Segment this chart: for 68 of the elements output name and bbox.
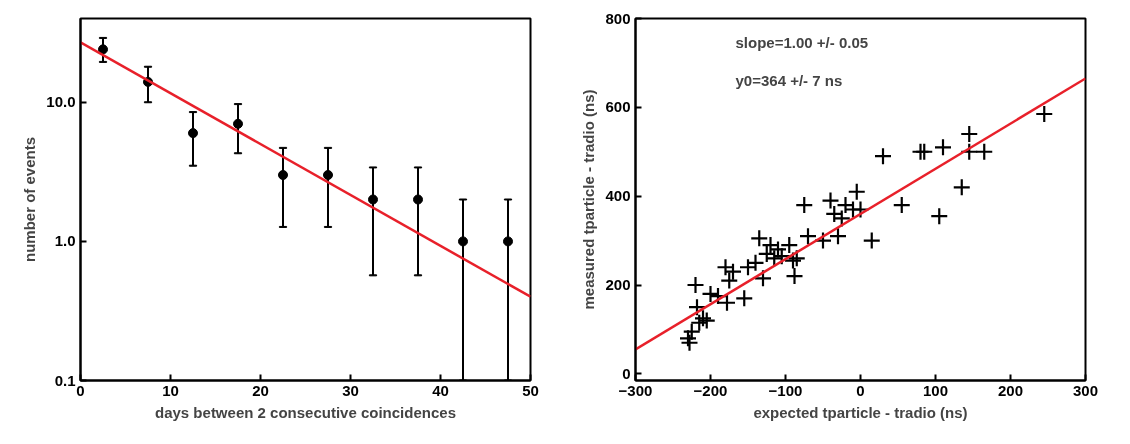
point bbox=[278, 170, 288, 180]
point bbox=[413, 194, 423, 205]
x-tick-label: 30 bbox=[342, 381, 359, 399]
y-tick-label: 600 bbox=[605, 98, 631, 116]
x-tick-label: 10 bbox=[162, 381, 179, 399]
point bbox=[697, 311, 716, 330]
point bbox=[686, 275, 705, 295]
x-axis-title: expected tparticle - tradio (ns) bbox=[753, 403, 968, 421]
annotation: y0=364 +/- 7 ns bbox=[735, 71, 843, 89]
point bbox=[98, 44, 108, 55]
x-tick-label: 200 bbox=[997, 381, 1024, 399]
x-tick-label: 20 bbox=[252, 381, 269, 399]
annotation: slope=1.00 +/- 0.05 bbox=[735, 33, 869, 51]
y-tick-label: 1.0 bbox=[54, 232, 76, 250]
x-tick-label: 300 bbox=[1072, 381, 1099, 399]
point bbox=[368, 194, 378, 205]
point bbox=[785, 267, 804, 286]
point bbox=[915, 142, 934, 161]
x-tick-label: 50 bbox=[522, 381, 539, 399]
y-tick-label: 800 bbox=[605, 9, 631, 27]
y-axis-title: number of events bbox=[21, 136, 39, 263]
x-tick-label: 40 bbox=[432, 381, 449, 399]
y-tick-label: 10.0 bbox=[46, 93, 76, 111]
x-tick-label: −300 bbox=[618, 381, 653, 399]
point bbox=[892, 195, 911, 215]
y-tick-label: 0 bbox=[622, 364, 631, 382]
point bbox=[930, 207, 949, 226]
point bbox=[458, 236, 468, 247]
point bbox=[503, 236, 513, 247]
point bbox=[1035, 104, 1054, 124]
point bbox=[753, 269, 773, 288]
y-tick-label: 0.1 bbox=[54, 371, 76, 389]
point bbox=[680, 333, 699, 352]
point bbox=[798, 227, 818, 246]
point bbox=[813, 231, 833, 250]
point bbox=[233, 118, 243, 129]
y-tick-label: 200 bbox=[605, 276, 631, 293]
point bbox=[787, 249, 806, 268]
point bbox=[765, 249, 784, 268]
point bbox=[975, 142, 994, 161]
point bbox=[821, 191, 840, 210]
point bbox=[720, 271, 739, 290]
point bbox=[723, 262, 743, 281]
point bbox=[687, 298, 707, 317]
y-tick-label: 400 bbox=[605, 187, 631, 205]
x-tick-label: −200 bbox=[693, 381, 728, 399]
point bbox=[873, 147, 893, 166]
point bbox=[717, 293, 737, 312]
point bbox=[847, 182, 866, 201]
point bbox=[323, 170, 333, 180]
x-tick-label: 100 bbox=[922, 381, 949, 399]
point bbox=[735, 289, 754, 308]
point bbox=[828, 227, 848, 246]
point bbox=[960, 142, 979, 161]
point bbox=[188, 128, 198, 139]
point bbox=[678, 329, 698, 348]
point bbox=[862, 231, 881, 250]
point bbox=[933, 138, 953, 157]
point bbox=[693, 309, 713, 328]
point bbox=[952, 178, 971, 197]
x-tick-label: 0 bbox=[856, 381, 865, 399]
point bbox=[761, 235, 780, 255]
point bbox=[750, 229, 769, 248]
x-axis-title: days between 2 consecutive coincidences bbox=[155, 403, 456, 421]
point bbox=[795, 195, 814, 215]
y-axis-title: measured tparticle - tradio (ns) bbox=[580, 89, 598, 310]
x-tick-label: −100 bbox=[768, 381, 803, 399]
point bbox=[960, 124, 979, 144]
